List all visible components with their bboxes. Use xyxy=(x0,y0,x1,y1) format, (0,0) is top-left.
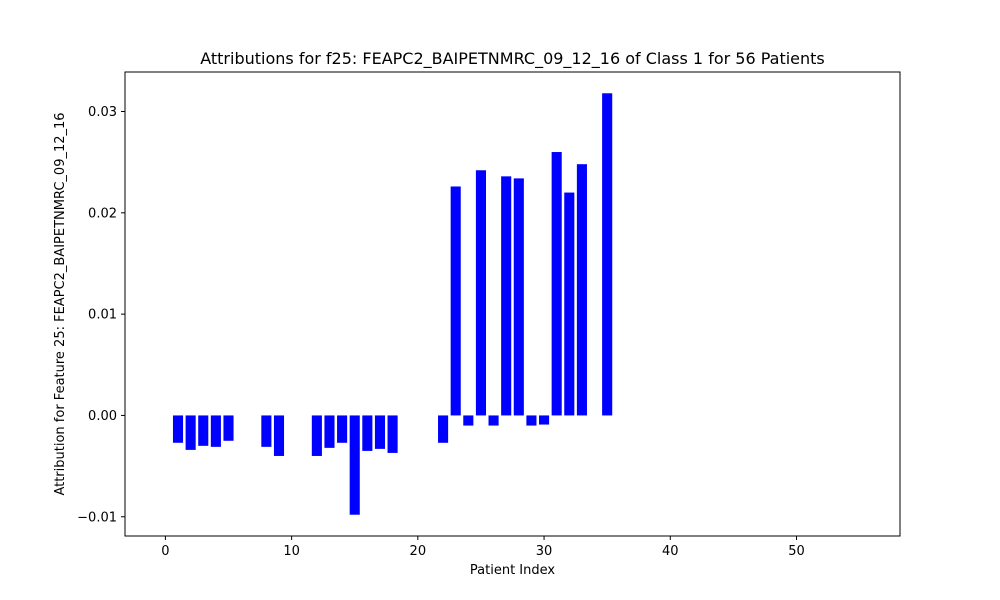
bar-patient-28 xyxy=(513,178,524,416)
bar-patient-26 xyxy=(488,415,499,426)
bar-patient-2 xyxy=(185,415,196,450)
y-tick-label: 0.01 xyxy=(88,308,117,323)
x-tick-label: 40 xyxy=(662,544,679,559)
bar-patient-18 xyxy=(387,415,398,453)
y-tick-label: 0.00 xyxy=(88,409,117,424)
bar-patient-32 xyxy=(564,192,575,416)
x-tick-label: 0 xyxy=(161,544,169,559)
bar-patient-17 xyxy=(374,415,386,449)
bar-patient-29 xyxy=(526,415,537,426)
bar-patient-14 xyxy=(337,415,348,443)
bar-patient-5 xyxy=(223,415,234,441)
bar-patient-25 xyxy=(475,170,486,416)
bar-patient-3 xyxy=(198,415,209,446)
bar-patient-27 xyxy=(501,176,512,416)
plot-frame xyxy=(124,71,901,537)
bar-patient-12 xyxy=(311,415,322,456)
bar-patient-33 xyxy=(576,164,587,416)
bar-patient-4 xyxy=(210,415,221,447)
bar-patient-15 xyxy=(349,415,360,515)
bar-patient-16 xyxy=(362,415,373,451)
bar-patient-13 xyxy=(324,415,335,448)
y-tick-label: 0.02 xyxy=(88,206,117,221)
plot-background xyxy=(125,72,900,536)
bar-patient-35 xyxy=(602,93,613,416)
y-axis-ticks: −0.01 0.00 0.01 0.02 0.03 xyxy=(77,105,125,525)
x-axis-label: Patient Index xyxy=(470,563,555,578)
x-tick-label: 20 xyxy=(410,544,427,559)
bar-patient-30 xyxy=(539,415,550,425)
bars-layer xyxy=(172,93,613,515)
y-tick-label: −0.01 xyxy=(77,510,117,525)
bar-patient-24 xyxy=(463,415,474,426)
x-tick-label: 10 xyxy=(283,544,300,559)
bar-patient-9 xyxy=(273,415,285,456)
bar-patient-1 xyxy=(172,415,184,443)
x-tick-label: 50 xyxy=(788,544,805,559)
bar-patient-23 xyxy=(450,186,461,416)
bar-patient-22 xyxy=(438,415,449,443)
bar-patient-31 xyxy=(551,152,562,416)
chart-title: Attributions for f25: FEAPC2_BAIPETNMRC_… xyxy=(200,49,825,69)
y-axis-label: Attribution for Feature 25: FEAPC2_BAIPE… xyxy=(53,112,68,495)
bar-patient-8 xyxy=(261,415,272,447)
x-axis-ticks: 0 10 20 30 40 50 xyxy=(161,536,805,559)
y-tick-label: 0.03 xyxy=(88,105,117,120)
x-tick-label: 30 xyxy=(536,544,553,559)
